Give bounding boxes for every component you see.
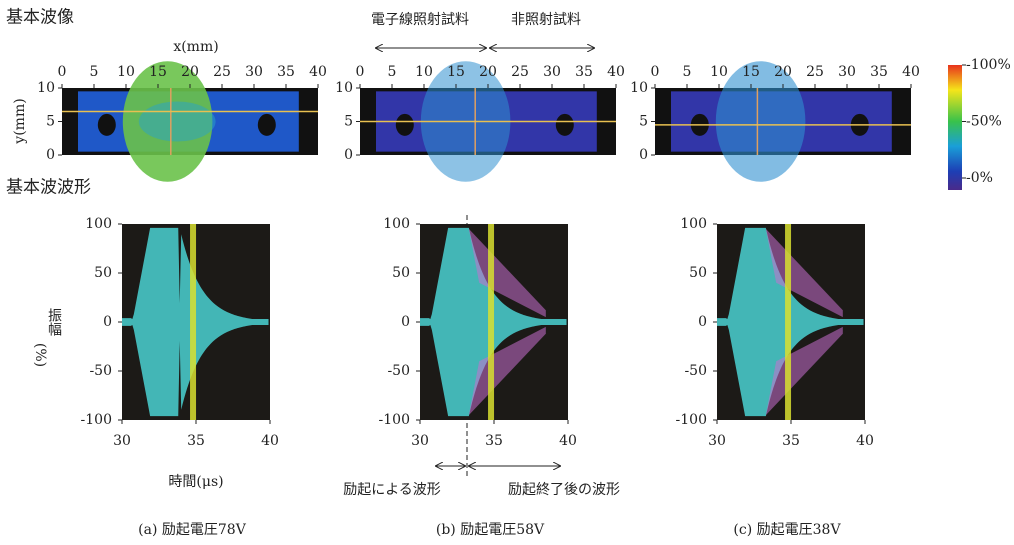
colorbar-label: -0% [966, 170, 993, 186]
x-tick-label: 35 [485, 433, 503, 449]
x-tick-label: 10 [415, 64, 433, 80]
heatmap-hot [139, 102, 216, 142]
y-tick-label: 0 [344, 147, 353, 163]
annotation: 電子線照射試料 [371, 12, 469, 28]
x-tick-label: 30 [113, 433, 131, 449]
x-tick-label: 5 [388, 64, 397, 80]
y-tick-label: 100 [85, 216, 112, 232]
hole [396, 114, 414, 136]
y-tick-label: 100 [383, 216, 410, 232]
y-tick-label: 5 [639, 114, 648, 130]
gate [488, 224, 494, 420]
colorbar [948, 65, 962, 190]
y-tick-label: 5 [46, 114, 55, 130]
x-tick-label: 35 [187, 433, 205, 449]
heatmap-hot [716, 61, 806, 182]
x-tick-label: 40 [856, 433, 874, 449]
y-tick-label: 0 [46, 147, 55, 163]
x-tick-label: 30 [838, 64, 856, 80]
y-axis-label: 振幅 [46, 308, 62, 336]
y-axis-label: y(mm) [12, 98, 28, 144]
y-tick-label: 50 [392, 265, 410, 281]
annotation: 励起終了後の波形 [508, 482, 620, 498]
x-tick-label: 25 [806, 64, 824, 80]
x-tick-label: 0 [356, 64, 365, 80]
y-tick-label: 0 [698, 314, 707, 330]
caption: (a) 励起電圧78V [138, 522, 247, 538]
gate [190, 224, 196, 420]
y-tick-label: 10 [335, 80, 353, 96]
x-tick-label: 0 [58, 64, 67, 80]
x-tick-label: 20 [479, 64, 497, 80]
x-tick-label: 30 [708, 433, 726, 449]
x-tick-label: 15 [149, 64, 167, 80]
x-tick-label: 30 [543, 64, 561, 80]
y-tick-label: 0 [103, 314, 112, 330]
x-tick-label: 25 [213, 64, 231, 80]
x-axis-label: x(mm) [173, 39, 218, 55]
y-tick-label: -50 [89, 363, 112, 379]
x-tick-label: 40 [559, 433, 577, 449]
x-tick-label: 40 [309, 64, 327, 80]
y-tick-label: 5 [344, 114, 353, 130]
x-tick-label: 15 [742, 64, 760, 80]
y-tick-label: 10 [37, 80, 55, 96]
x-tick-label: 40 [261, 433, 279, 449]
y-tick-label: 10 [630, 80, 648, 96]
caption: (b) 励起電圧58V [436, 522, 545, 538]
heading: 基本波波形 [6, 178, 91, 198]
x-tick-label: 10 [117, 64, 135, 80]
x-tick-label: 30 [245, 64, 263, 80]
x-tick-label: 35 [870, 64, 888, 80]
colorbar-label: -50% [966, 114, 1002, 130]
x-tick-label: 25 [511, 64, 529, 80]
x-tick-label: 30 [411, 433, 429, 449]
colorbar-label: -100% [966, 57, 1011, 73]
x-tick-label: 35 [782, 433, 800, 449]
x-tick-label: 0 [651, 64, 660, 80]
y-tick-label: -50 [684, 363, 707, 379]
hole [98, 114, 116, 136]
y-tick-label: -50 [387, 363, 410, 379]
x-tick-label: 35 [575, 64, 593, 80]
x-tick-label: 20 [181, 64, 199, 80]
y-tick-label: 50 [689, 265, 707, 281]
caption: (c) 励起電圧38V [733, 522, 841, 538]
x-tick-label: 5 [683, 64, 692, 80]
x-tick-label: 5 [90, 64, 99, 80]
hole [556, 114, 574, 136]
x-tick-label: 40 [902, 64, 920, 80]
x-tick-label: 35 [277, 64, 295, 80]
heading: 基本波像 [6, 8, 74, 28]
y-tick-label: 100 [680, 216, 707, 232]
figure: 基本波像 基本波波形 x(mm) y(mm) 電子線照射試料 非照射試料 振幅 … [0, 0, 1014, 545]
y-tick-label: -100 [676, 412, 707, 428]
x-tick-label: 10 [710, 64, 728, 80]
gate [785, 224, 791, 420]
y-tick-label: 0 [639, 147, 648, 163]
hole [258, 114, 276, 136]
x-tick-label: 40 [607, 64, 625, 80]
y-tick-label: 0 [401, 314, 410, 330]
annotation: 非照射試料 [511, 12, 581, 28]
x-tick-label: 15 [447, 64, 465, 80]
y-tick-label: -100 [379, 412, 410, 428]
y-tick-label: 50 [94, 265, 112, 281]
x-tick-label: 20 [774, 64, 792, 80]
annotation: 励起による波形 [343, 482, 441, 498]
y-axis-label: (%) [32, 343, 48, 367]
x-axis-label: 時間(μs) [168, 474, 223, 490]
y-tick-label: -100 [81, 412, 112, 428]
